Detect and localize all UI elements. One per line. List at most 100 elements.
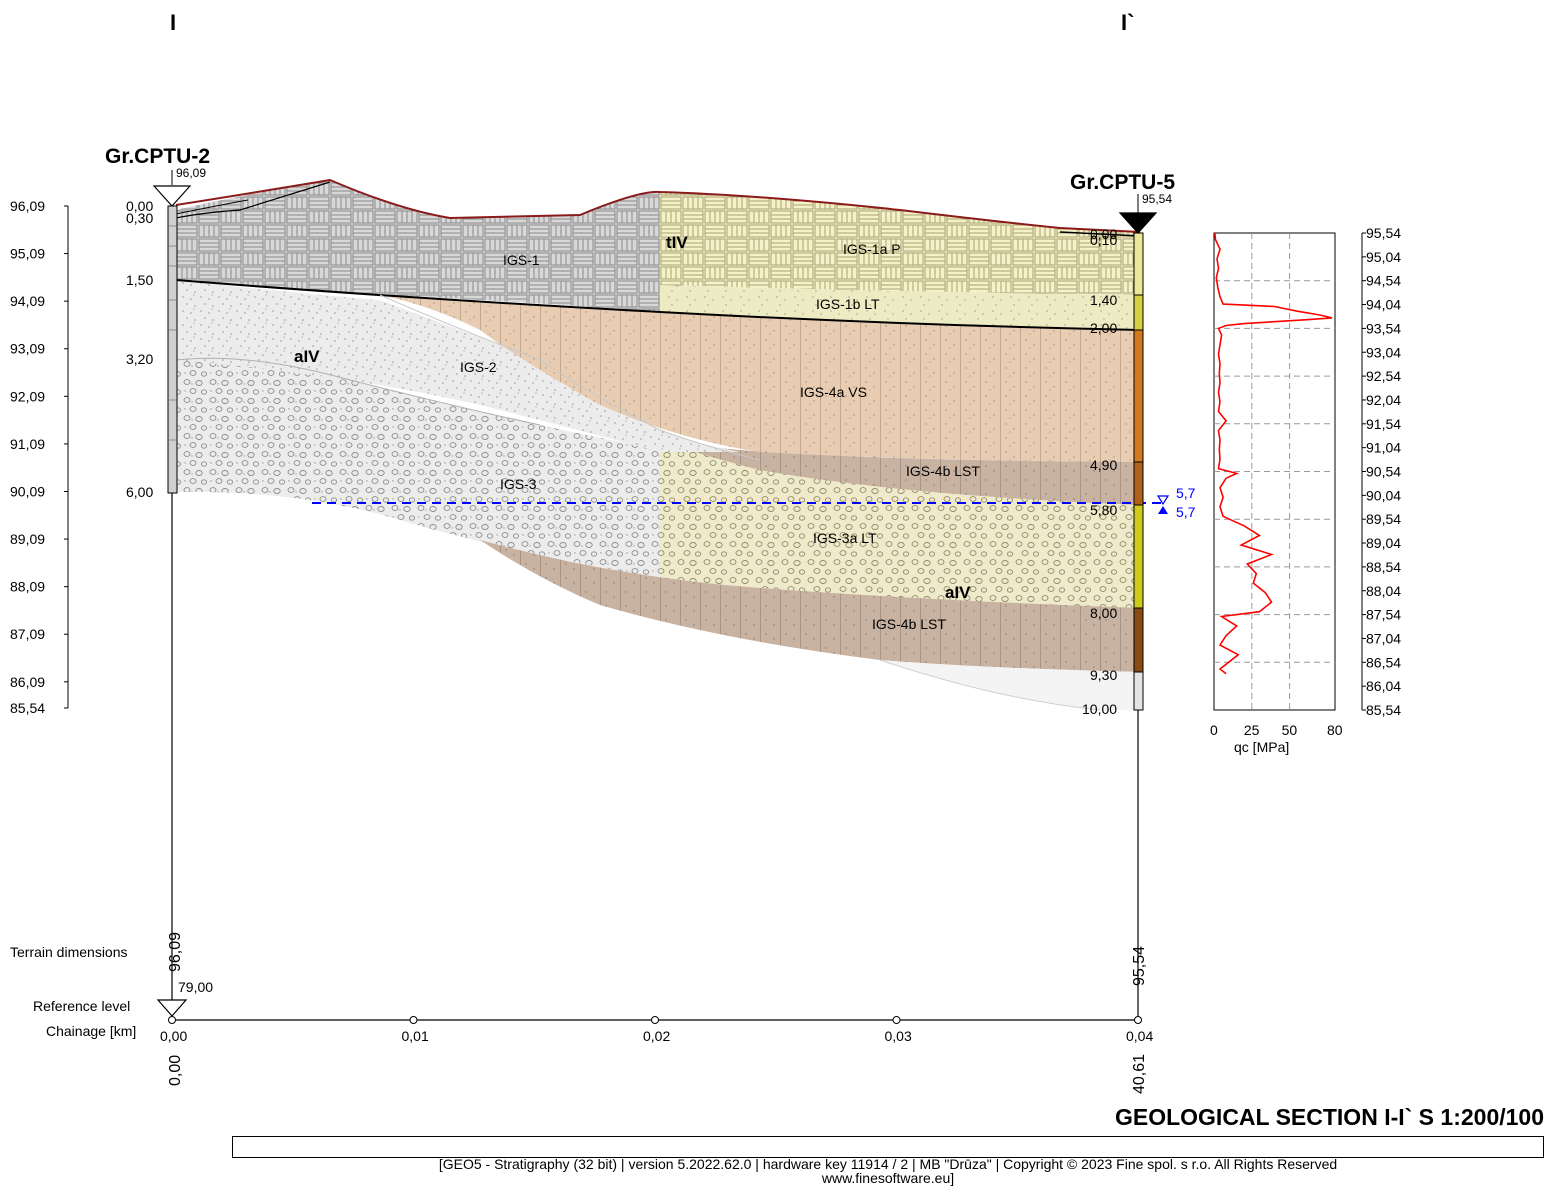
right-axis-tick: 89,54 bbox=[1366, 511, 1401, 527]
section-mark-right: I` bbox=[1121, 10, 1134, 35]
footer-frame bbox=[232, 1136, 1544, 1158]
depth-label: 0,10 bbox=[1090, 232, 1117, 248]
qc-tick-label: 0 bbox=[1210, 722, 1218, 738]
layer-igs-1a-p bbox=[660, 192, 1140, 295]
layer-label: tIV bbox=[666, 233, 688, 252]
right-axis-tick: 86,54 bbox=[1366, 654, 1401, 670]
right-axis-tick: 93,04 bbox=[1366, 344, 1401, 360]
depth-label: 1,50 bbox=[126, 272, 153, 288]
qc-axis-label: qc [MPa] bbox=[1234, 739, 1289, 755]
left-axis-tick: 92,09 bbox=[10, 388, 45, 404]
right-axis-tick: 91,54 bbox=[1366, 416, 1401, 432]
right-axis-tick: 94,04 bbox=[1366, 297, 1401, 313]
section-title: GEOLOGICAL SECTION I-I` S 1:200/100 bbox=[1114, 1104, 1544, 1130]
terrain-dimension-left: 96,09 bbox=[167, 932, 184, 972]
left-axis-tick: 93,09 bbox=[10, 341, 45, 357]
borehole-marker-icon bbox=[152, 185, 192, 207]
right-axis-tick: 94,54 bbox=[1366, 273, 1401, 289]
depth-label: 0,00 bbox=[126, 198, 153, 214]
right-axis-tick: 88,04 bbox=[1366, 583, 1401, 599]
borehole-top-level: 95,54 bbox=[1142, 192, 1172, 206]
layer-igs-1b-lt bbox=[660, 285, 1140, 330]
layer-label: IGS-3 bbox=[500, 476, 537, 492]
layer-label: IGS-4a VS bbox=[800, 384, 867, 400]
terrain-line bbox=[175, 178, 1141, 233]
borehole-gr-cptu-5: Gr.CPTU-5 95,54 0,00 0,10 1,40 2,00 4,90… bbox=[1070, 171, 1175, 717]
depth-label: 8,00 bbox=[1090, 605, 1117, 621]
left-axis-tick: 96,09 bbox=[10, 198, 45, 214]
depth-label: 0,30 bbox=[126, 210, 153, 226]
qc-tick-label: 80 bbox=[1327, 722, 1343, 738]
borehole-top-level: 96,09 bbox=[176, 166, 206, 180]
depth-label: 6,00 bbox=[126, 484, 153, 500]
layer-labels: IGS-1 tIV IGS-1a P IGS-1b LT aIV IGS-2 I… bbox=[294, 233, 980, 632]
layer-bottom bbox=[880, 660, 1140, 710]
layer-label: IGS-1 bbox=[503, 252, 540, 268]
water-level-label-1: 5,7 bbox=[1176, 485, 1196, 501]
right-axis-tick: 95,54 bbox=[1366, 225, 1401, 241]
terrain-dimension-right: 95,54 bbox=[1131, 946, 1148, 986]
depth-label: 5,80 bbox=[1090, 502, 1117, 518]
right-axis-tick: 91,04 bbox=[1366, 440, 1401, 456]
water-level-icon bbox=[1156, 495, 1170, 514]
layer-label: IGS-3a LT bbox=[813, 530, 877, 546]
right-axis-tick: 93,54 bbox=[1366, 320, 1401, 336]
right-axis-tick: 88,54 bbox=[1366, 559, 1401, 575]
chainage-start: 0,00 bbox=[167, 1055, 184, 1086]
layer-igs-2 bbox=[176, 280, 740, 452]
layer-label: IGS-4b LST bbox=[872, 616, 946, 632]
left-axis-tick: 87,09 bbox=[10, 626, 45, 642]
layer-label: aIV bbox=[294, 347, 320, 366]
depth-label: 10,00 bbox=[1082, 701, 1117, 717]
layer-igs-3a-lt bbox=[660, 440, 1140, 610]
layer-boundaries bbox=[175, 181, 1141, 711]
right-axis-tick: 95,04 bbox=[1366, 249, 1401, 265]
chainage-label: Chainage [km] bbox=[46, 1023, 136, 1039]
left-axis-tick: 86,09 bbox=[10, 674, 45, 690]
chainage-tick-label: 0,00 bbox=[160, 1028, 187, 1044]
chainage-tick-label: 0,03 bbox=[885, 1028, 912, 1044]
chainage-ticks: 0,00 0,01 0,02 0,03 0,04 bbox=[160, 1016, 1153, 1044]
chainage-end: 40,61 bbox=[1131, 1054, 1148, 1094]
layer-label: aIV bbox=[945, 583, 971, 602]
right-axis-tick: 87,54 bbox=[1366, 607, 1401, 623]
reference-level-value: 79,00 bbox=[178, 979, 213, 995]
reference-level-icon bbox=[156, 999, 188, 1017]
soil-layers bbox=[176, 180, 1140, 710]
layer-label: IGS-1a P bbox=[843, 241, 901, 257]
left-axis-tick: 94,09 bbox=[10, 293, 45, 309]
layer-label: IGS-2 bbox=[460, 359, 497, 375]
depth-label: 0,00 bbox=[1090, 226, 1117, 242]
borehole-name: Gr.CPTU-5 bbox=[1070, 171, 1175, 194]
left-axis-tick: 89,09 bbox=[10, 531, 45, 547]
qc-series-line bbox=[1214, 232, 1333, 675]
right-axis-tick: 90,04 bbox=[1366, 487, 1401, 503]
left-axis-tick: 85,54 bbox=[10, 700, 45, 716]
depth-label: 3,20 bbox=[126, 351, 153, 367]
layer-label: IGS-4b LST bbox=[906, 463, 980, 479]
footer-copyright: [GEO5 - Stratigraphy (32 bit) | version … bbox=[438, 1156, 1338, 1172]
right-axis-tick: 87,04 bbox=[1366, 630, 1401, 646]
qc-tick-label: 50 bbox=[1282, 722, 1298, 738]
borehole-gr-cptu-2: Gr.CPTU-2 96,09 0,00 0,30 1,50 3,20 6,00 bbox=[105, 145, 210, 500]
chainage-tick-label: 0,01 bbox=[402, 1028, 429, 1044]
depth-label: 2,00 bbox=[1090, 320, 1117, 336]
layer-igs-4b-lst-lower bbox=[480, 540, 1140, 672]
right-axis-tick: 85,54 bbox=[1366, 702, 1401, 718]
right-axis-tick: 90,54 bbox=[1366, 464, 1401, 480]
layer-label: IGS-1b LT bbox=[816, 296, 880, 312]
right-axis-tick: 89,04 bbox=[1366, 535, 1401, 551]
qc-chart: 0 25 50 80 qc [MPa] 95,54 95,04 94,54 94,04 93,… bbox=[1210, 225, 1401, 755]
left-axis-tick: 95,09 bbox=[10, 246, 45, 262]
depth-label: 1,40 bbox=[1090, 292, 1117, 308]
footer-website: www.finesoftware.eu] bbox=[821, 1170, 955, 1186]
left-axis-tick: 91,09 bbox=[10, 436, 45, 452]
right-axis-tick: 92,04 bbox=[1366, 392, 1401, 408]
chainage-tick-label: 0,02 bbox=[643, 1028, 670, 1044]
layer-igs-4a-vs bbox=[380, 295, 1140, 462]
reference-level-label: Reference level bbox=[33, 998, 130, 1014]
left-elevation-axis: 96,09 95,09 94,09 93,09 92,09 91,09 90,09 89,09… bbox=[10, 198, 69, 716]
depth-label: 4,90 bbox=[1090, 457, 1117, 473]
borehole-name: Gr.CPTU-2 bbox=[105, 145, 210, 168]
